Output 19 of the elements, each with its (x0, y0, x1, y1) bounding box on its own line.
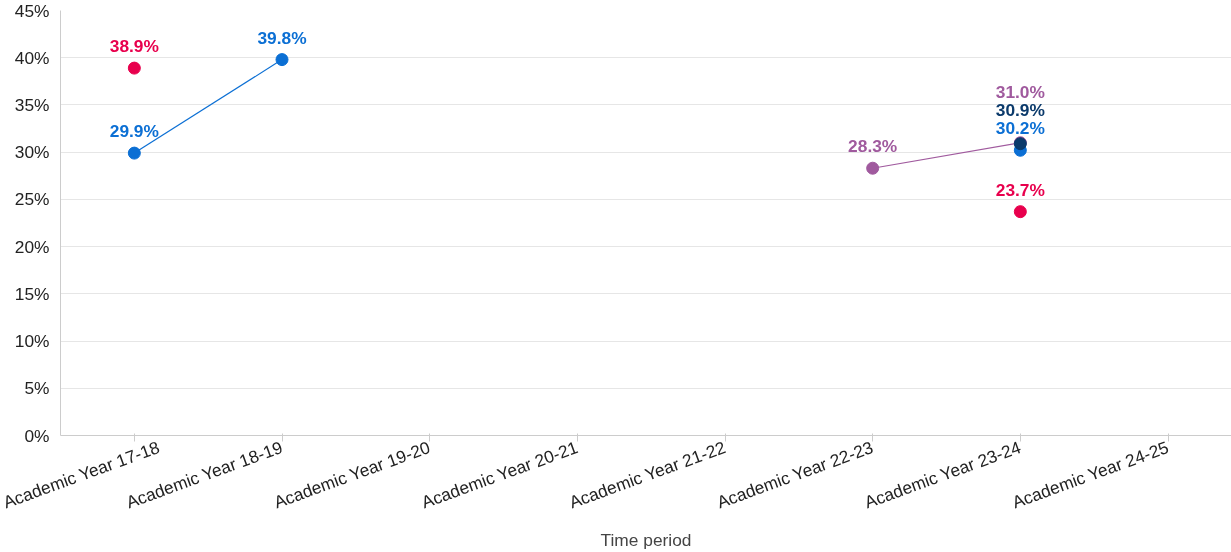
y-tick-label: 5% (24, 378, 50, 399)
data-label: 29.9% (109, 121, 159, 142)
data-label: 28.3% (848, 136, 898, 157)
data-label: 31.0% (995, 82, 1045, 103)
data-label: 30.2% (995, 118, 1045, 139)
y-tick-label: 45% (14, 0, 50, 21)
y-tick-label: 10% (14, 331, 50, 352)
data-label: 30.9% (995, 100, 1045, 121)
x-axis-title: Time period (600, 529, 692, 550)
data-label: 39.8% (257, 27, 307, 48)
y-tick-label: 20% (14, 236, 50, 257)
y-tick-label: 40% (14, 47, 50, 68)
y-tick-label: 0% (24, 425, 50, 446)
y-tick-label: 35% (14, 94, 50, 115)
data-label: 23.7% (995, 179, 1045, 200)
y-tick-label: 30% (14, 142, 50, 163)
y-tick-label: 15% (14, 283, 50, 304)
data-label: 38.9% (109, 36, 159, 57)
y-tick-label: 25% (14, 189, 50, 210)
